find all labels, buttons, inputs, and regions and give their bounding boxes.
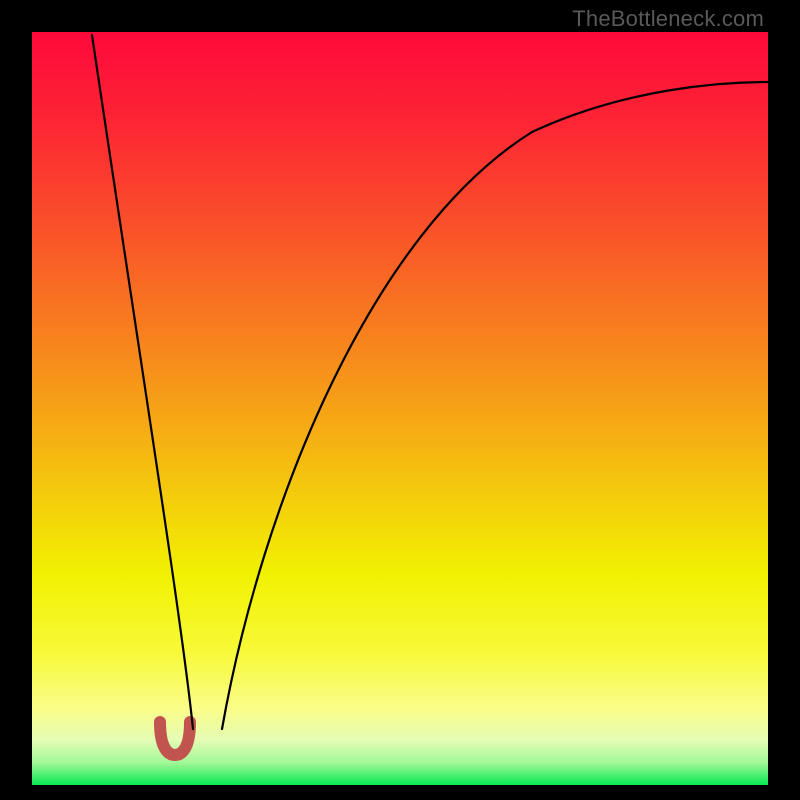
notch-minimum-marker xyxy=(160,722,190,755)
bottleneck-chart: TheBottleneck.com xyxy=(0,0,800,800)
watermark-text: TheBottleneck.com xyxy=(572,6,764,32)
plot-group xyxy=(92,35,769,755)
curve-right-arm xyxy=(222,82,769,729)
curve-layer xyxy=(0,0,800,800)
curve-left-arm xyxy=(92,35,193,729)
